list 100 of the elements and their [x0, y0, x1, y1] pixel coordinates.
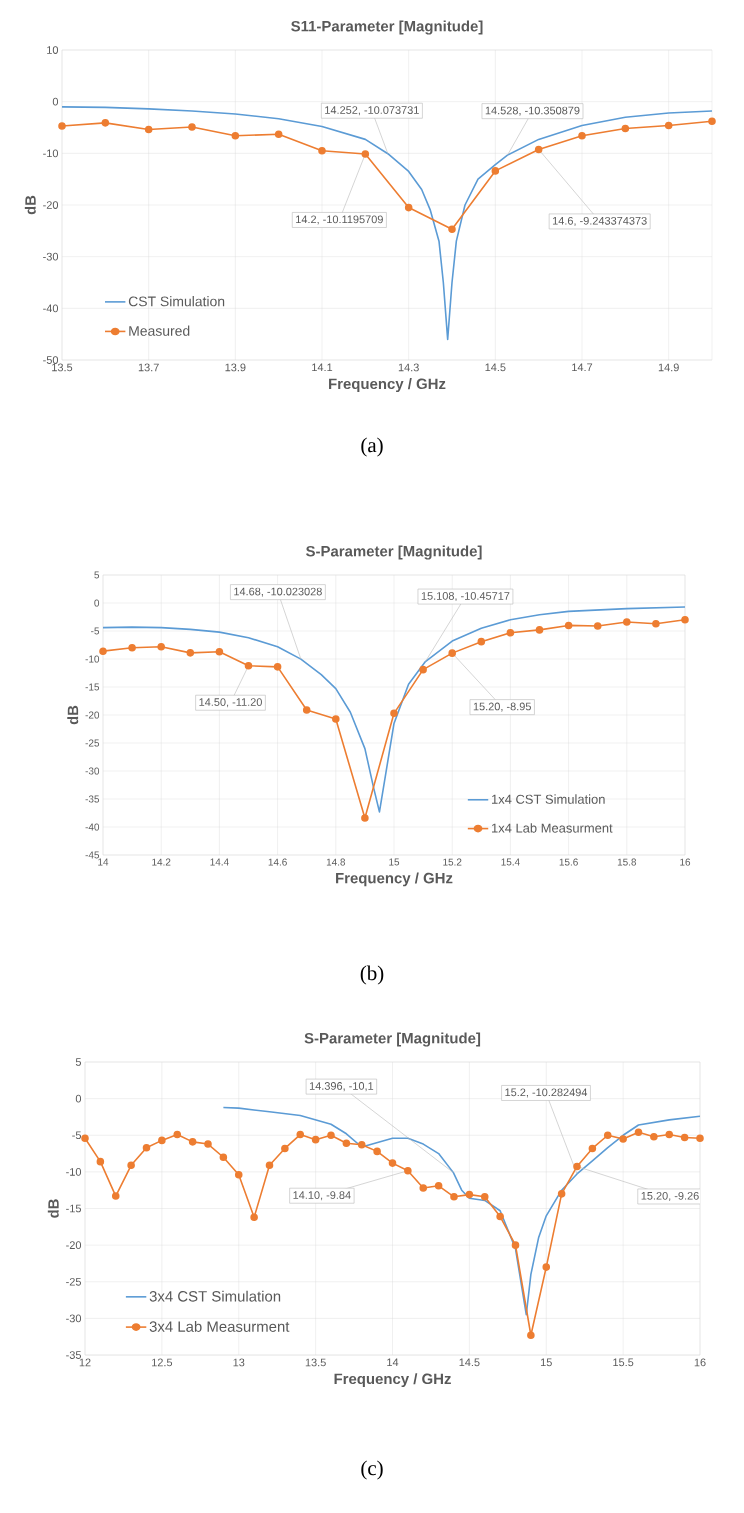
point	[157, 642, 165, 651]
y-tick-label: -30	[66, 1314, 82, 1323]
annotation: 15.20, -9.26	[641, 1191, 699, 1201]
point	[281, 1144, 289, 1153]
x-tick-label: 14.4	[210, 858, 229, 866]
x-tick-label: 16	[694, 1358, 706, 1367]
x-tick-label: 16	[680, 858, 691, 866]
annotation: 14.2, -10.1195709	[296, 215, 383, 225]
y-tick-label: -15	[85, 683, 100, 691]
x-tick-label: 13.7	[138, 363, 159, 372]
annotation: 14.528, -10.350879	[485, 106, 580, 116]
y-tick-label: 0	[75, 1094, 82, 1103]
point	[623, 618, 631, 626]
point	[652, 619, 660, 628]
chart-title: S-Parameter [Magnitude]	[304, 1032, 481, 1047]
annotation: 15.2, -10.282494	[505, 1088, 588, 1098]
x-tick-label: 14.8	[326, 858, 346, 866]
point	[204, 1140, 212, 1148]
point	[250, 1213, 258, 1222]
y-tick-label: 5	[94, 571, 100, 579]
point	[419, 1184, 428, 1192]
point	[593, 622, 602, 630]
point	[448, 225, 456, 234]
legend-label: CST Simulation	[128, 296, 225, 307]
x-axis-title: Frequency / GHz	[334, 1373, 451, 1388]
point	[511, 1241, 520, 1249]
point	[621, 124, 630, 133]
x-tick-label: 15.2	[443, 858, 462, 866]
point	[296, 1130, 305, 1139]
point	[361, 150, 370, 158]
point	[244, 661, 253, 670]
x-tick-label: 13	[233, 1358, 245, 1367]
x-tick-label: 14.7	[572, 363, 593, 372]
y-tick-label: -45	[85, 851, 100, 859]
point	[215, 647, 224, 656]
x-tick-label: 15.5	[613, 1358, 634, 1367]
point	[664, 121, 673, 130]
x-tick-label: 15.6	[559, 858, 578, 866]
point	[419, 665, 427, 674]
y-tick-label: -35	[66, 1351, 82, 1359]
chart-title: S-Parameter [Magnitude]	[306, 545, 482, 560]
y-axis-title: dB	[47, 1199, 59, 1218]
point	[311, 1135, 320, 1144]
y-tick-label: -30	[43, 252, 59, 261]
y-tick-label: -30	[85, 767, 100, 775]
text: (c)	[361, 1460, 383, 1480]
annotation: 14.252, -10.073731	[325, 106, 419, 116]
point	[665, 1130, 674, 1139]
y-tick-label: -5	[72, 1131, 82, 1140]
point	[128, 644, 136, 652]
x-tick-label: 14.1	[312, 363, 333, 372]
y-axis-title: dB	[67, 705, 79, 725]
y-tick-label: -40	[43, 304, 59, 313]
annotation: 14.68, -10.023028	[234, 587, 322, 597]
x-tick-label: 12	[79, 1358, 91, 1367]
point	[81, 1134, 89, 1142]
x-tick-label: 15.8	[617, 858, 637, 866]
y-tick-label: -10	[43, 149, 59, 158]
point	[265, 1161, 274, 1170]
point	[188, 1138, 197, 1146]
x-axis-title: Frequency / GHz	[329, 378, 446, 393]
y-tick-label: -20	[43, 201, 59, 209]
x-tick-label: 15	[540, 1358, 552, 1367]
text: (b)	[360, 965, 384, 985]
point	[564, 621, 573, 630]
point	[58, 122, 66, 130]
y-tick-label: -10	[85, 655, 100, 663]
legend-label: 1x4 Lab Measurment	[492, 823, 613, 833]
annotation: 14.6, -9.243374373	[552, 216, 647, 226]
point	[274, 130, 283, 139]
legend-label: Measured	[129, 325, 190, 336]
point	[534, 145, 543, 154]
y-tick-label: 5	[75, 1058, 82, 1066]
point	[186, 649, 195, 657]
point	[634, 1128, 643, 1137]
x-tick-label: 12.5	[152, 1358, 173, 1367]
point	[99, 647, 107, 655]
point	[96, 1157, 105, 1166]
text: (a)	[361, 437, 383, 457]
point	[588, 1144, 597, 1153]
point	[273, 663, 282, 671]
point	[708, 117, 716, 126]
y-tick-label: -5	[91, 627, 100, 635]
point	[101, 119, 110, 127]
point	[680, 1133, 689, 1142]
point	[357, 1141, 366, 1149]
y-tick-label: -20	[85, 711, 100, 719]
x-tick-label: 14.9	[658, 363, 679, 372]
point	[390, 709, 398, 718]
x-tick-label: 13.5	[305, 1358, 326, 1367]
point	[496, 1212, 504, 1221]
point	[480, 1193, 489, 1201]
annotation: 15.20, -8.95	[473, 702, 531, 712]
point	[603, 1131, 612, 1140]
legend-label: 3x4 Lab Measurment	[149, 1320, 290, 1332]
y-tick-label: 0	[94, 599, 100, 607]
x-tick-label: 14.6	[268, 858, 287, 866]
point	[318, 146, 326, 155]
point	[342, 1139, 351, 1148]
point	[361, 814, 369, 822]
